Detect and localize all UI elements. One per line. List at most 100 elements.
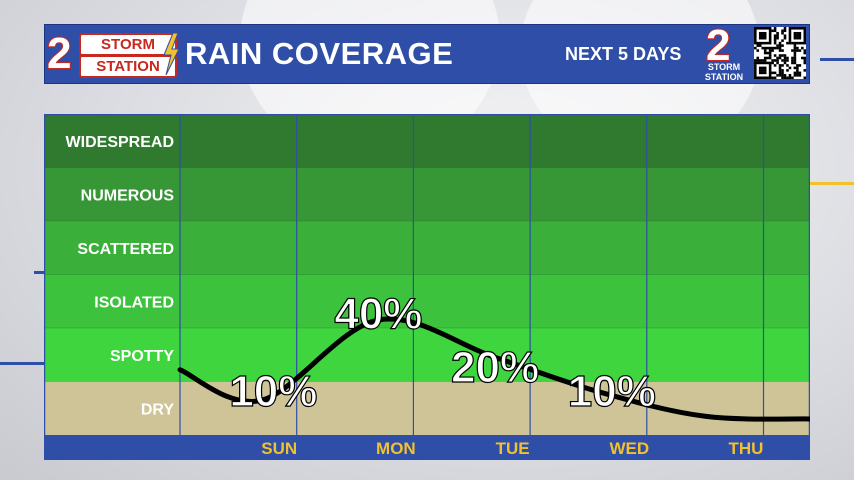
- y-tick-label: DRY: [141, 401, 175, 418]
- qr-module: [791, 61, 794, 65]
- qr-module: [776, 61, 779, 65]
- qr-module: [803, 49, 807, 52]
- qr-module: [773, 41, 777, 45]
- qr-module: [781, 49, 784, 52]
- qr-module: [758, 27, 762, 30]
- y-tick-label: NUMEROUS: [81, 187, 175, 204]
- qr-module: [754, 69, 757, 72]
- qr-module: [771, 76, 774, 80]
- qr-module: [768, 31, 772, 35]
- qr-module: [793, 56, 797, 60]
- qr-module: [773, 36, 777, 40]
- qr-module: [754, 64, 757, 67]
- y-tick-label: ISOLATED: [94, 294, 174, 311]
- qr-module: [766, 41, 769, 45]
- coverage-band: [44, 328, 810, 382]
- qr-module: [773, 34, 777, 38]
- qr-module: [781, 31, 784, 35]
- qr-module: [798, 71, 802, 75]
- qr-module: [768, 46, 772, 50]
- qr-module: [763, 31, 767, 35]
- qr-module: [763, 27, 767, 30]
- qr-module: [781, 76, 784, 80]
- qr-module: [754, 27, 757, 30]
- qr-module: [754, 74, 757, 77]
- qr-code-icon[interactable]: [754, 27, 807, 80]
- qr-module: [788, 41, 792, 45]
- qr-module: [781, 64, 784, 67]
- qr-module: [803, 39, 807, 42]
- coverage-band: [44, 274, 810, 328]
- qr-module: [763, 66, 767, 70]
- qr-module: [758, 66, 762, 70]
- qr-module: [771, 61, 774, 65]
- qr-module: [783, 74, 787, 77]
- qr-module: [796, 69, 799, 72]
- qr-module: [761, 76, 765, 80]
- qr-module: [783, 61, 787, 65]
- y-tick-label: WIDESPREAD: [66, 134, 174, 151]
- qr-module: [798, 64, 802, 67]
- badge-station-label: STATION: [704, 72, 744, 82]
- storm-station-logo: 2 STORM STATION: [45, 30, 181, 78]
- qr-module: [783, 34, 787, 38]
- qr-module: [763, 61, 767, 65]
- qr-module: [783, 76, 787, 80]
- qr-module: [766, 56, 769, 60]
- qr-module: [768, 41, 772, 45]
- qr-module: [791, 27, 794, 30]
- rain-coverage-chart: DRY SPOTTY ISOLATED SCATTERED NUMEROUS WIDESP…: [43, 113, 813, 461]
- qr-module: [758, 34, 762, 38]
- qr-module: [766, 76, 769, 80]
- qr-module: [778, 74, 782, 77]
- qr-module: [768, 29, 772, 33]
- qr-module: [796, 31, 799, 35]
- qr-module: [754, 46, 757, 50]
- qr-module: [768, 27, 772, 30]
- qr-module: [758, 31, 762, 35]
- qr-module: [793, 74, 797, 77]
- qr-module: [768, 71, 772, 75]
- coverage-curve: [177, 316, 813, 422]
- qr-module: [783, 29, 787, 33]
- x-tick-label: SUN: [261, 439, 297, 458]
- qr-module: [781, 54, 784, 57]
- qr-module: [801, 27, 804, 30]
- accent-stripe: [820, 58, 854, 61]
- coverage-band: [44, 381, 810, 435]
- qr-module: [756, 49, 760, 52]
- qr-module: [766, 46, 769, 50]
- qr-module: [756, 27, 760, 30]
- qr-module: [803, 61, 807, 65]
- qr-module: [761, 71, 765, 75]
- qr-module: [788, 34, 792, 38]
- qr-module: [754, 76, 757, 80]
- qr-module: [793, 59, 797, 62]
- qr-module: [754, 31, 757, 35]
- forecast-period: NEXT 5 DAYS: [565, 44, 682, 64]
- qr-module: [781, 74, 784, 77]
- lightning-bolt-icon: [163, 33, 180, 75]
- qr-module: [781, 39, 784, 42]
- qr-module: [758, 59, 762, 62]
- qr-module: [788, 31, 792, 35]
- qr-module: [783, 27, 787, 30]
- badge-storm-label: STORM: [707, 62, 741, 72]
- qr-module: [773, 39, 777, 42]
- chart-svg: DRY SPOTTY ISOLATED SCATTERED NUMEROUS WIDESP…: [43, 113, 813, 461]
- qr-module: [791, 56, 794, 60]
- qr-module: [781, 29, 784, 33]
- qr-module: [781, 71, 784, 75]
- qr-module: [761, 59, 765, 62]
- coverage-band: [44, 167, 810, 221]
- qr-module: [786, 59, 789, 62]
- qr-module: [768, 36, 772, 40]
- qr-module: [788, 27, 792, 30]
- qr-module: [781, 69, 784, 72]
- qr-module: [796, 49, 799, 52]
- qr-module: [761, 69, 765, 72]
- qr-module: [761, 31, 765, 35]
- qr-module: [796, 36, 799, 40]
- qr-module: [776, 34, 779, 38]
- x-axis-bar: [44, 435, 810, 460]
